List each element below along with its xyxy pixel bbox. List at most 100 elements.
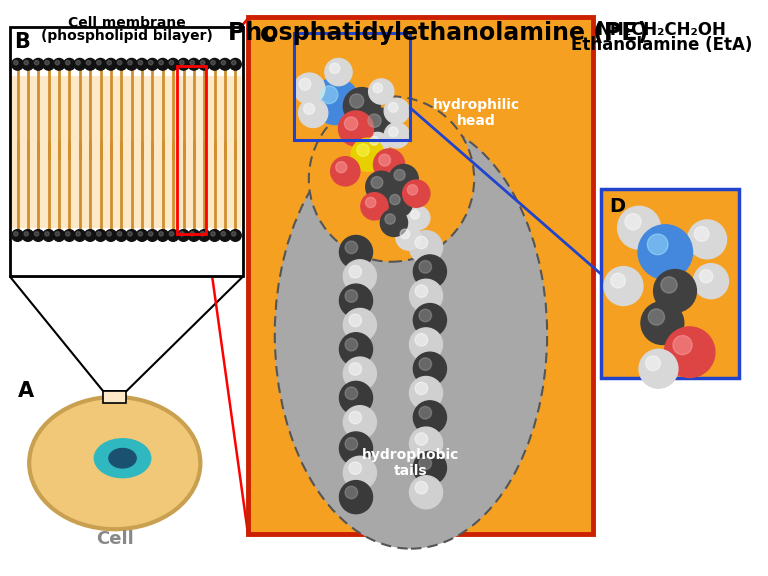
Circle shape [177,230,190,241]
Circle shape [413,452,446,484]
Circle shape [331,157,360,186]
Circle shape [219,58,231,70]
Circle shape [84,230,96,241]
Circle shape [409,476,442,509]
Circle shape [169,232,174,236]
Circle shape [14,60,18,65]
Circle shape [107,60,111,65]
Circle shape [105,58,117,70]
Circle shape [386,190,412,217]
Circle shape [349,266,362,278]
Text: C: C [260,26,276,46]
Circle shape [190,232,194,236]
Bar [248,17,594,534]
Circle shape [43,230,55,241]
Polygon shape [10,276,243,391]
Circle shape [694,264,729,299]
Circle shape [339,333,372,366]
Circle shape [366,171,397,202]
Circle shape [55,232,60,236]
Circle shape [349,314,362,327]
Circle shape [343,88,380,124]
Circle shape [389,103,398,112]
Circle shape [349,94,364,108]
Circle shape [344,117,358,130]
Circle shape [299,98,328,127]
Circle shape [159,232,164,236]
Circle shape [345,486,358,499]
Circle shape [661,277,677,293]
Circle shape [361,193,388,220]
Circle shape [389,165,419,194]
Circle shape [385,214,396,224]
Circle shape [673,335,692,355]
Bar [12,76,241,228]
Circle shape [641,302,684,344]
Circle shape [209,58,220,70]
Circle shape [400,229,410,238]
Circle shape [136,58,148,70]
Circle shape [407,185,418,195]
Circle shape [349,411,362,424]
Circle shape [167,58,179,70]
Circle shape [409,328,442,361]
Circle shape [357,144,369,157]
Circle shape [159,60,164,65]
Text: NH₂CH₂CH₂OH: NH₂CH₂CH₂OH [597,21,727,40]
Circle shape [329,63,340,73]
Circle shape [320,86,338,104]
Circle shape [230,58,241,70]
Circle shape [105,230,117,241]
Circle shape [190,60,194,65]
Circle shape [379,154,391,166]
Circle shape [12,230,23,241]
Circle shape [413,304,446,336]
Circle shape [118,60,122,65]
Circle shape [65,60,70,65]
Circle shape [86,60,91,65]
Circle shape [419,358,432,370]
Circle shape [12,58,23,70]
Circle shape [345,387,358,400]
Circle shape [345,338,358,351]
Circle shape [43,58,55,70]
Circle shape [147,230,158,241]
Circle shape [419,457,432,469]
Ellipse shape [29,397,200,529]
Circle shape [700,270,713,283]
Circle shape [394,169,405,180]
Bar [103,391,127,403]
Circle shape [345,241,358,253]
Circle shape [411,210,419,219]
Circle shape [221,232,226,236]
Circle shape [339,111,373,146]
Circle shape [415,433,428,445]
Circle shape [115,58,127,70]
Circle shape [654,270,697,312]
Text: B: B [15,32,31,52]
Circle shape [198,58,210,70]
Circle shape [14,232,18,236]
Circle shape [366,132,389,156]
Circle shape [97,232,101,236]
Text: hydrophobic
tails: hydrophobic tails [362,448,459,478]
Circle shape [339,432,372,465]
Circle shape [45,60,49,65]
Circle shape [419,309,432,322]
Circle shape [64,58,75,70]
Circle shape [349,363,362,375]
Circle shape [231,232,236,236]
Circle shape [53,58,65,70]
Circle shape [55,60,60,65]
Circle shape [396,225,421,250]
Text: D: D [609,196,625,215]
Circle shape [127,60,132,65]
Circle shape [200,232,205,236]
Circle shape [180,232,184,236]
Circle shape [219,230,231,241]
Circle shape [345,438,358,450]
Circle shape [339,381,372,415]
Text: Cell membrane: Cell membrane [68,16,185,29]
Circle shape [343,357,376,390]
Circle shape [369,137,379,145]
